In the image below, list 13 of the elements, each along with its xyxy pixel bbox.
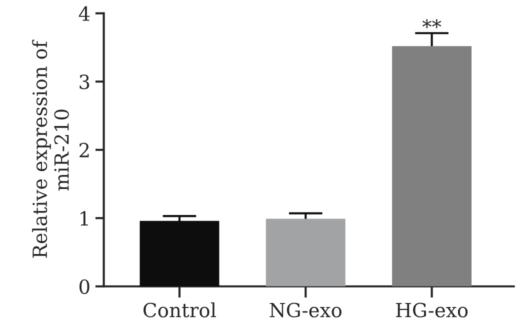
- bar: [392, 46, 472, 286]
- y-tick-label: 2: [80, 142, 89, 158]
- y-tick-label: 0: [80, 279, 90, 294]
- annotation: **: [422, 19, 442, 28]
- x-tick-label: NG-exo: [270, 302, 342, 318]
- y-tick-label: 4: [78, 6, 90, 21]
- y-tick-label: 3: [80, 74, 90, 90]
- x-tick-label: Control: [144, 302, 216, 318]
- x-tick-label: HG-exo: [396, 302, 468, 318]
- y-tick-label: 1: [80, 211, 88, 226]
- bar: [140, 220, 220, 286]
- y-axis-title: Relative expression of miR-210: [32, 40, 69, 258]
- bar: [266, 218, 346, 286]
